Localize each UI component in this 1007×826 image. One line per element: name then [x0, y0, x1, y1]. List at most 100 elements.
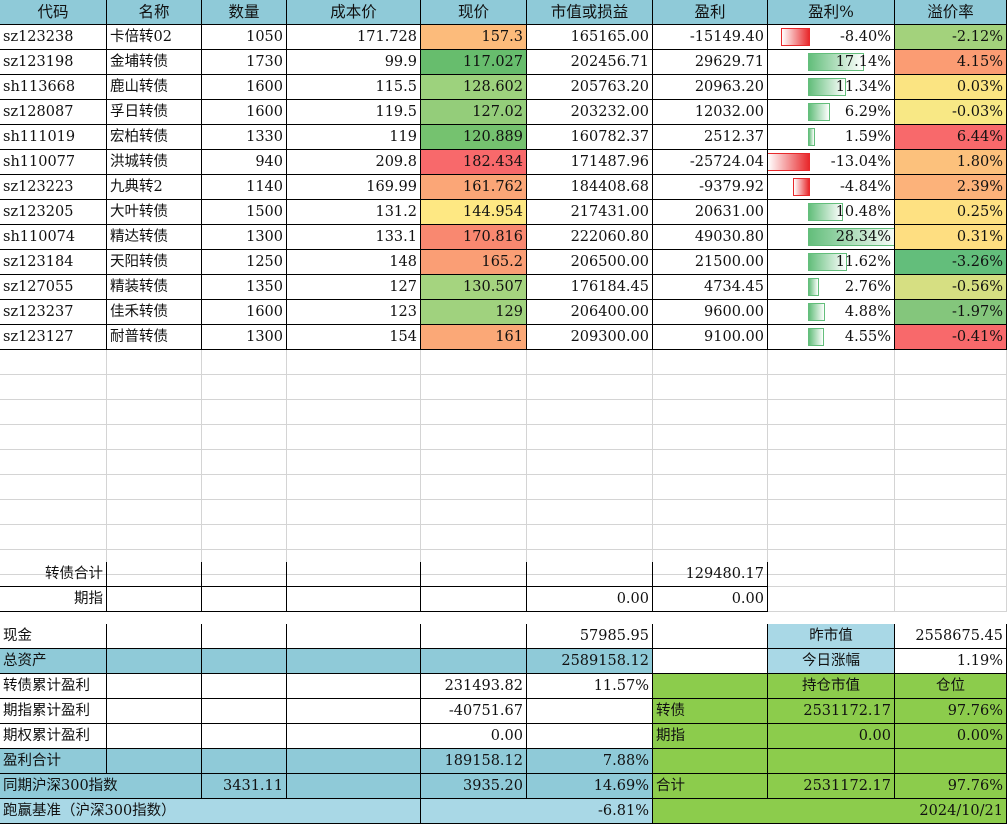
empty-cell[interactable] — [0, 350, 107, 375]
holding-profit[interactable]: 20631.00 — [653, 200, 768, 225]
empty-cell[interactable] — [287, 525, 421, 550]
empty-cell[interactable] — [287, 774, 421, 799]
empty-cell[interactable] — [287, 500, 421, 525]
empty-cell[interactable] — [527, 375, 653, 400]
holding-profit[interactable]: 2512.37 — [653, 125, 768, 150]
holding-qty[interactable]: 1300 — [202, 225, 287, 250]
header-2[interactable]: 数量 — [202, 0, 287, 25]
cash-value[interactable]: 57985.95 — [527, 624, 653, 649]
holding-pct[interactable]: 10.48% — [768, 200, 895, 225]
holding-price[interactable]: 161 — [421, 325, 527, 350]
empty-cell[interactable] — [202, 649, 287, 674]
holding-code[interactable]: sh113668 — [0, 75, 107, 100]
empty-cell[interactable] — [421, 450, 527, 475]
report-date[interactable]: 2024/10/21 — [653, 799, 1007, 824]
empty-cell[interactable] — [202, 525, 287, 550]
empty-cell[interactable] — [287, 674, 421, 699]
holding-price[interactable]: 144.954 — [421, 200, 527, 225]
futures-cum-value[interactable]: -40751.67 — [421, 699, 527, 724]
empty-cell[interactable] — [895, 562, 1007, 587]
bond-cum-pct[interactable]: 11.57% — [527, 674, 653, 699]
holding-premium[interactable]: 0.31% — [895, 225, 1007, 250]
holding-price[interactable]: 129 — [421, 300, 527, 325]
empty-cell[interactable] — [768, 425, 895, 450]
pos-total-mv[interactable]: 2531172.17 — [768, 774, 895, 799]
empty-cell[interactable] — [202, 587, 287, 612]
holding-profit[interactable]: 9100.00 — [653, 325, 768, 350]
pos-bond-ratio[interactable]: 97.76% — [895, 699, 1007, 724]
empty-cell[interactable] — [421, 375, 527, 400]
holding-profit[interactable]: 20963.20 — [653, 75, 768, 100]
holding-name[interactable]: 孚日转债 — [107, 100, 202, 125]
empty-cell[interactable] — [527, 425, 653, 450]
holding-qty[interactable]: 1140 — [202, 175, 287, 200]
holding-pct[interactable]: 1.59% — [768, 125, 895, 150]
header-6[interactable]: 盈利 — [653, 0, 768, 25]
empty-cell[interactable] — [895, 450, 1007, 475]
holding-code[interactable]: sz123237 — [0, 300, 107, 325]
header-3[interactable]: 成本价 — [287, 0, 421, 25]
holding-profit[interactable]: 12032.00 — [653, 100, 768, 125]
empty-cell[interactable] — [107, 749, 202, 774]
empty-cell[interactable] — [107, 674, 202, 699]
holding-cost[interactable]: 154 — [287, 325, 421, 350]
empty-cell[interactable] — [287, 699, 421, 724]
holding-name[interactable]: 卡倍转02 — [107, 25, 202, 50]
holding-cost[interactable]: 99.9 — [287, 50, 421, 75]
empty-cell[interactable] — [768, 587, 895, 612]
empty-cell[interactable] — [527, 724, 653, 749]
empty-cell[interactable] — [768, 350, 895, 375]
profit-total-pct[interactable]: 7.88% — [527, 749, 653, 774]
bond-cum-value[interactable]: 231493.82 — [421, 674, 527, 699]
empty-cell[interactable] — [287, 450, 421, 475]
holding-cost[interactable]: 171.728 — [287, 25, 421, 50]
holding-mv[interactable]: 206500.00 — [527, 250, 653, 275]
profit-total-label[interactable]: 盈利合计 — [0, 749, 107, 774]
holding-premium[interactable]: 0.03% — [895, 75, 1007, 100]
empty-cell[interactable] — [768, 749, 895, 774]
empty-cell[interactable] — [421, 562, 527, 587]
holding-name[interactable]: 天阳转债 — [107, 250, 202, 275]
empty-cell[interactable] — [421, 587, 527, 612]
empty-cell[interactable] — [0, 450, 107, 475]
empty-cell[interactable] — [421, 425, 527, 450]
empty-cell[interactable] — [895, 525, 1007, 550]
pos-bond-mv[interactable]: 2531172.17 — [768, 699, 895, 724]
holding-qty[interactable]: 1500 — [202, 200, 287, 225]
holding-premium[interactable]: -0.03% — [895, 100, 1007, 125]
empty-cell[interactable] — [287, 375, 421, 400]
holding-profit[interactable]: 9600.00 — [653, 300, 768, 325]
holding-name[interactable]: 九典转2 — [107, 175, 202, 200]
empty-cell[interactable] — [653, 674, 768, 699]
empty-cell[interactable] — [107, 587, 202, 612]
holding-cost[interactable]: 148 — [287, 250, 421, 275]
pos-futures-mv[interactable]: 0.00 — [768, 724, 895, 749]
empty-cell[interactable] — [202, 624, 287, 649]
holding-qty[interactable]: 1250 — [202, 250, 287, 275]
holding-pct[interactable]: -4.84% — [768, 175, 895, 200]
empty-cell[interactable] — [287, 724, 421, 749]
empty-cell[interactable] — [107, 400, 202, 425]
empty-cell[interactable] — [202, 475, 287, 500]
empty-cell[interactable] — [527, 699, 653, 724]
holding-code[interactable]: sz123223 — [0, 175, 107, 200]
holding-cost[interactable]: 131.2 — [287, 200, 421, 225]
empty-cell[interactable] — [107, 350, 202, 375]
empty-cell[interactable] — [202, 749, 287, 774]
holding-code[interactable]: sz123205 — [0, 200, 107, 225]
empty-cell[interactable] — [287, 350, 421, 375]
empty-cell[interactable] — [653, 450, 768, 475]
empty-cell[interactable] — [202, 500, 287, 525]
holding-cost[interactable]: 119.5 — [287, 100, 421, 125]
holding-mv[interactable]: 176184.45 — [527, 275, 653, 300]
empty-cell[interactable] — [107, 525, 202, 550]
empty-cell[interactable] — [895, 587, 1007, 612]
holding-premium[interactable]: -0.41% — [895, 325, 1007, 350]
holding-price[interactable]: 170.816 — [421, 225, 527, 250]
empty-cell[interactable] — [653, 425, 768, 450]
holding-mv[interactable]: 217431.00 — [527, 200, 653, 225]
holding-cost[interactable]: 209.8 — [287, 150, 421, 175]
holding-pct[interactable]: -8.40% — [768, 25, 895, 50]
empty-cell[interactable] — [0, 475, 107, 500]
total-assets-value[interactable]: 2589158.12 — [527, 649, 653, 674]
